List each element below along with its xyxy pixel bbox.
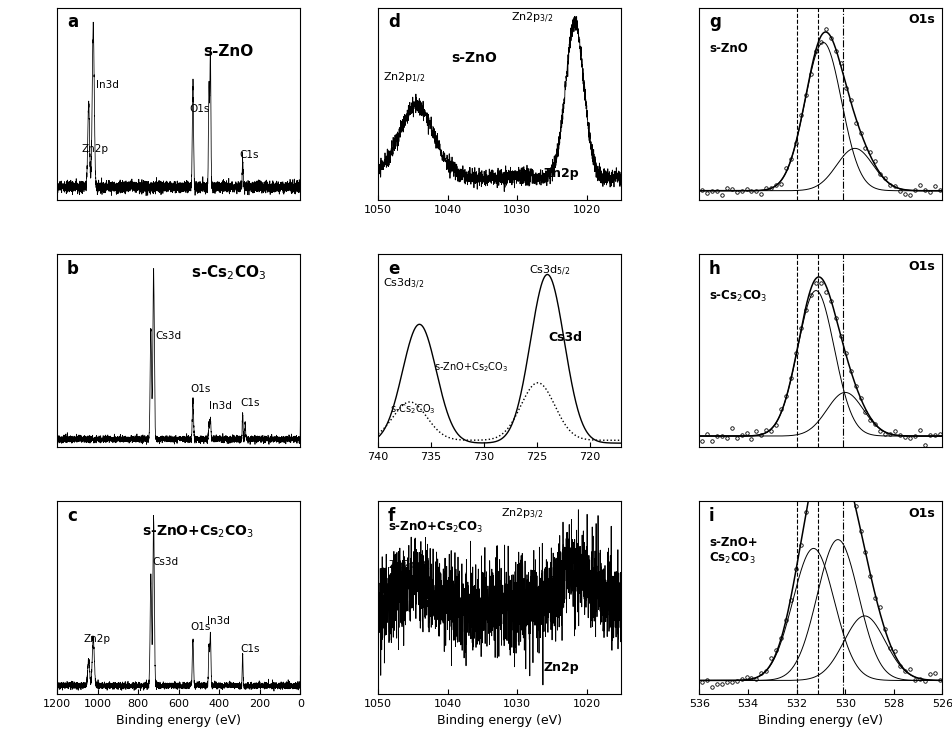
Text: a: a [67, 14, 78, 32]
Text: s-ZnO+Cs$_2$CO$_3$: s-ZnO+Cs$_2$CO$_3$ [387, 520, 483, 535]
Text: In3d: In3d [208, 616, 230, 627]
Text: s-ZnO+Cs$_2$CO$_3$: s-ZnO+Cs$_2$CO$_3$ [142, 523, 254, 540]
Text: C1s: C1s [240, 149, 259, 160]
Text: c: c [67, 507, 77, 525]
Text: e: e [387, 260, 399, 278]
Text: b: b [67, 260, 79, 278]
Text: Cs3d$_{5/2}$: Cs3d$_{5/2}$ [529, 264, 570, 278]
Text: Zn2p: Zn2p [82, 144, 109, 155]
Text: d: d [387, 14, 400, 32]
Text: Cs3d: Cs3d [155, 331, 181, 341]
Text: i: i [709, 507, 715, 525]
Text: g: g [709, 14, 721, 32]
Text: s-Cs$_2$CO$_3$: s-Cs$_2$CO$_3$ [191, 263, 267, 282]
Text: O1s: O1s [189, 621, 210, 632]
Text: In3d: In3d [208, 401, 231, 411]
Text: Cs3d: Cs3d [152, 556, 179, 566]
Text: s-ZnO: s-ZnO [451, 51, 497, 65]
Text: f: f [387, 507, 395, 525]
Text: Zn2p: Zn2p [544, 167, 579, 180]
Text: Zn2p$_{3/2}$: Zn2p$_{3/2}$ [501, 507, 544, 521]
Text: Zn2p: Zn2p [84, 634, 110, 644]
Text: C1s: C1s [240, 397, 260, 408]
Text: O1s: O1s [908, 260, 935, 273]
Text: C1s: C1s [240, 645, 260, 654]
Text: s-ZnO: s-ZnO [709, 42, 747, 55]
Text: Cs3d$_{3/2}$: Cs3d$_{3/2}$ [383, 277, 425, 292]
Text: O1s: O1s [189, 104, 209, 115]
Text: s-ZnO+Cs$_2$CO$_3$: s-ZnO+Cs$_2$CO$_3$ [434, 360, 508, 374]
Text: s-ZnO+
Cs$_2$CO$_3$: s-ZnO+ Cs$_2$CO$_3$ [709, 535, 758, 566]
Text: O1s: O1s [908, 14, 935, 26]
X-axis label: Binding energy (eV): Binding energy (eV) [116, 714, 241, 727]
X-axis label: Binding energy (eV): Binding energy (eV) [437, 714, 563, 727]
Text: O1s: O1s [908, 507, 935, 520]
Text: Zn2p$_{3/2}$: Zn2p$_{3/2}$ [511, 11, 553, 26]
Text: O1s: O1s [189, 384, 210, 394]
Text: Zn2p: Zn2p [544, 661, 579, 673]
Text: s-ZnO: s-ZnO [203, 44, 253, 59]
X-axis label: Binding energy (eV): Binding energy (eV) [759, 714, 883, 727]
Text: s-Cs$_2$CO$_3$: s-Cs$_2$CO$_3$ [709, 289, 767, 304]
Text: In3d: In3d [95, 80, 118, 90]
Text: Zn2p$_{1/2}$: Zn2p$_{1/2}$ [383, 71, 426, 85]
Text: s-Cs$_2$CO$_3$: s-Cs$_2$CO$_3$ [390, 403, 436, 416]
Text: Cs3d: Cs3d [548, 331, 583, 344]
Text: h: h [709, 260, 721, 278]
Text: Zn2p$_{1/2}$: Zn2p$_{1/2}$ [387, 559, 430, 573]
